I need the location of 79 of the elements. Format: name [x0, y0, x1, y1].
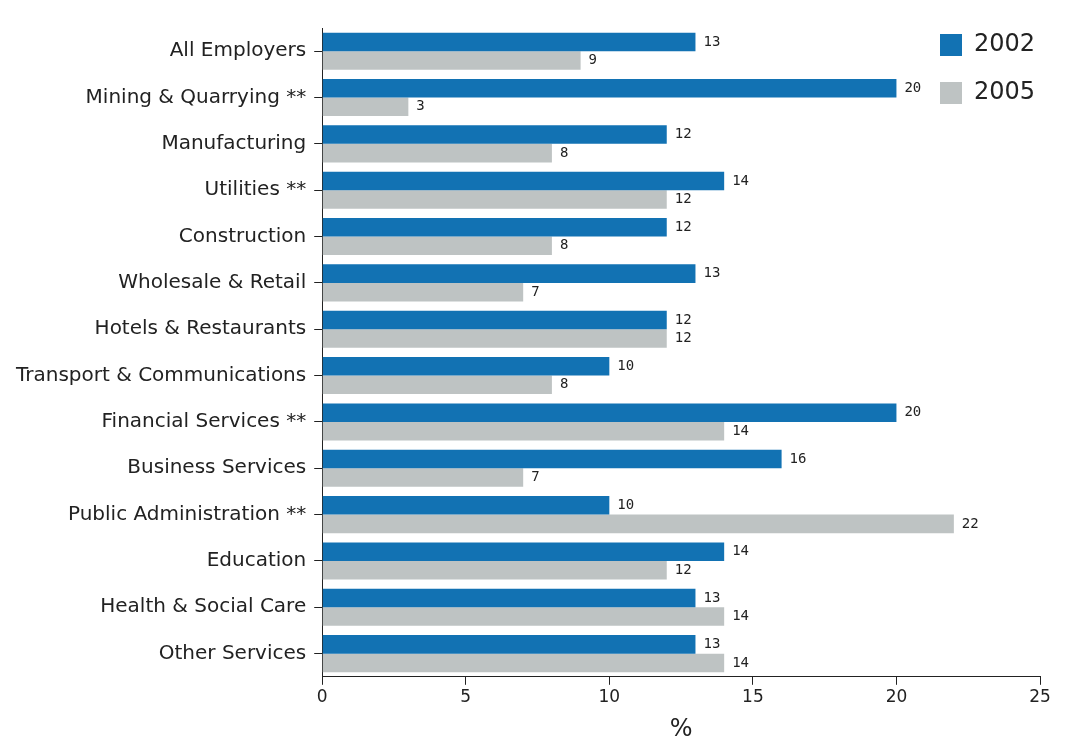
bar	[322, 421, 725, 441]
bar	[322, 264, 696, 283]
data-label: 20	[904, 403, 922, 420]
data-label: 9	[588, 51, 598, 68]
data-label: 13	[703, 635, 721, 651]
data-label: 7	[531, 282, 540, 299]
bar	[322, 171, 725, 191]
bar	[322, 468, 524, 487]
bar	[322, 653, 725, 673]
bar	[322, 78, 897, 98]
bar	[322, 449, 782, 469]
x-axis-title: %	[669, 713, 693, 742]
bar	[322, 496, 610, 515]
bar	[322, 190, 667, 209]
data-label: 8	[559, 236, 569, 253]
data-label: 7	[531, 468, 540, 485]
bar	[322, 329, 667, 348]
y-tick-label: Business Services	[127, 454, 307, 479]
data-label: 10	[617, 495, 635, 512]
bar	[322, 635, 696, 654]
bar	[322, 588, 696, 608]
data-label: 13	[703, 32, 721, 49]
data-label: 10	[617, 356, 635, 373]
bar	[322, 97, 409, 117]
data-label: 12	[674, 125, 692, 142]
legend-label: 2005	[974, 77, 1036, 106]
data-label: 22	[961, 514, 979, 531]
y-tick-label: Utilities **	[204, 176, 307, 201]
legend-label: 2002	[974, 29, 1036, 58]
data-label: 20	[904, 78, 922, 95]
bar	[322, 403, 897, 422]
y-tick-label: Wholesale & Retail	[118, 269, 307, 294]
y-tick-label: Other Services	[158, 639, 307, 664]
y-tick-label: Financial Services **	[101, 408, 307, 433]
data-label: 8	[559, 375, 569, 392]
data-label: 14	[732, 607, 750, 624]
y-tick-label: Manufacturing	[161, 130, 307, 155]
bar	[322, 357, 610, 376]
data-label: 12	[674, 190, 692, 207]
y-tick-label: Education	[206, 547, 307, 572]
data-label: 3	[416, 97, 425, 114]
bar	[322, 542, 725, 561]
bar	[322, 143, 552, 163]
bar	[322, 607, 725, 626]
bar	[322, 560, 667, 580]
x-tick-label: 0	[316, 686, 328, 707]
y-tick-label: Construction	[178, 222, 307, 247]
bar	[322, 32, 696, 52]
data-label: 12	[674, 310, 692, 327]
data-label: 13	[703, 264, 721, 281]
bar	[322, 51, 581, 70]
x-tick-label: 25	[1029, 686, 1051, 707]
y-tick-label: Public Administration **	[67, 500, 307, 525]
bar	[322, 282, 524, 302]
y-tick-label: Mining & Quarrying **	[85, 83, 307, 108]
bar	[322, 236, 552, 256]
data-label: 14	[732, 171, 750, 188]
data-label: 14	[732, 421, 750, 438]
data-label: 12	[674, 217, 692, 234]
y-tick-label: All Employers	[169, 37, 307, 62]
x-tick-label: 5	[460, 686, 472, 707]
bar	[322, 514, 954, 534]
x-tick-label: 10	[598, 686, 621, 707]
y-tick-label: Health & Social Care	[100, 593, 307, 618]
bar	[322, 218, 667, 237]
x-tick-label: 20	[885, 686, 908, 707]
y-tick-label: Transport & Communications	[15, 361, 307, 386]
y-tick-label: Hotels & Restaurants	[94, 315, 307, 340]
data-label: 13	[703, 588, 721, 605]
data-label: 16	[789, 449, 807, 466]
x-tick-label: 15	[742, 686, 764, 707]
data-label: 12	[674, 329, 692, 346]
bar	[322, 125, 667, 144]
data-label: 14	[732, 542, 750, 559]
bar	[322, 375, 552, 395]
bar	[322, 310, 667, 330]
data-label: 12	[674, 560, 692, 577]
data-label: 8	[559, 143, 569, 160]
data-label: 14	[732, 653, 750, 670]
